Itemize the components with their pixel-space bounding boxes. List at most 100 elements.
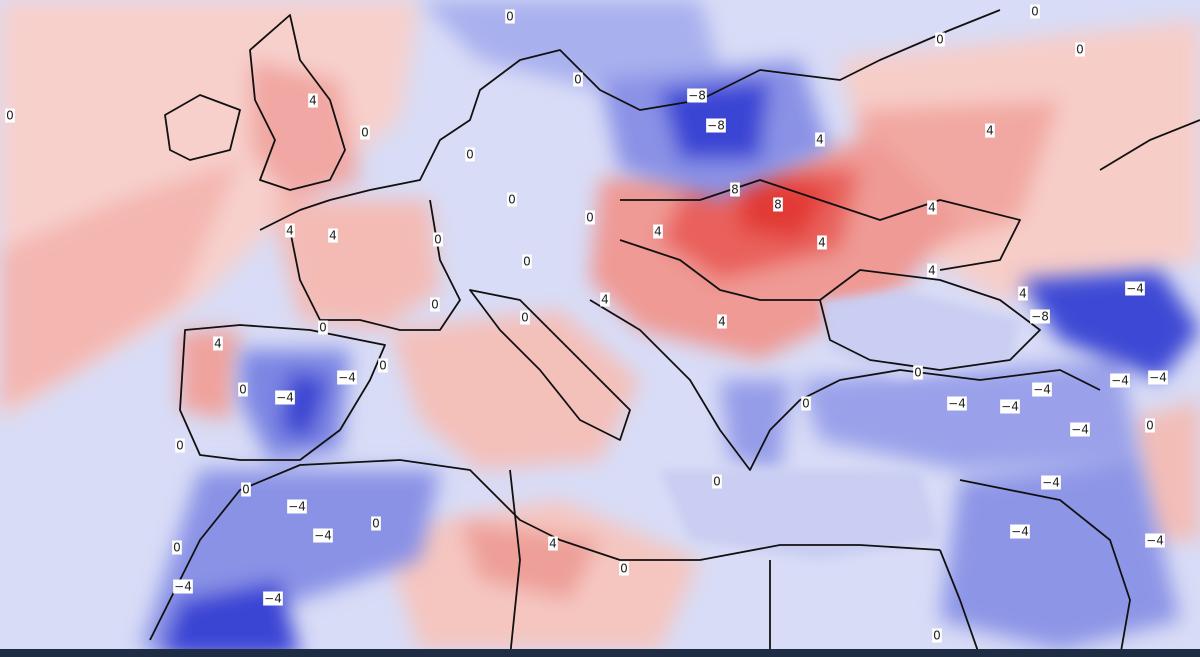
contour-label: 4 [986, 124, 994, 138]
label-background [318, 320, 328, 335]
contour-label: 0 [936, 33, 944, 47]
contour-label: 0 [713, 475, 721, 489]
contour-label: 4 [928, 264, 936, 278]
label-background [817, 235, 827, 250]
label-background [313, 528, 333, 543]
contour-label: −4 [174, 580, 192, 594]
label-background [328, 228, 338, 243]
contour-label: 4 [286, 224, 294, 238]
label-background [1041, 475, 1061, 490]
seas [660, 290, 1020, 560]
label-background [238, 382, 248, 397]
contour-label: 0 [431, 298, 439, 312]
label-background [173, 579, 193, 594]
contour-label: −4 [1146, 534, 1164, 548]
contour-label: 4 [1019, 287, 1027, 301]
contour-label: 4 [928, 201, 936, 215]
contour-label: −4 [1011, 525, 1029, 539]
contour-label: 0 [372, 517, 380, 531]
contour-label: −4 [314, 529, 332, 543]
label-background [465, 147, 475, 162]
label-background [175, 438, 185, 453]
label-background [600, 292, 610, 307]
contour-label: −4 [276, 391, 294, 405]
contour-label: 0 [508, 193, 516, 207]
contour-label: −4 [1126, 282, 1144, 296]
label-background [1030, 309, 1050, 324]
label-background [430, 297, 440, 312]
contour-label: 8 [774, 198, 782, 212]
contour-label: −8 [707, 119, 725, 133]
label-background [5, 108, 15, 123]
contour-label: 4 [816, 133, 824, 147]
contour-label: 4 [818, 236, 826, 250]
contour-label: 4 [718, 315, 726, 329]
contour-label: −4 [1071, 423, 1089, 437]
contour-label: 0 [506, 10, 514, 24]
label-background [520, 310, 530, 325]
label-background [1032, 382, 1052, 397]
contour-label: 0 [173, 541, 181, 555]
label-background [801, 396, 811, 411]
contour-label: 0 [242, 483, 250, 497]
label-background [1070, 422, 1090, 437]
contour-label: 0 [239, 383, 247, 397]
label-background [927, 263, 937, 278]
label-background [505, 9, 515, 24]
contour-label: −4 [1001, 400, 1019, 414]
contour-label: −4 [1111, 374, 1129, 388]
contour-label: 0 [574, 73, 582, 87]
contour-label: 0 [1146, 419, 1154, 433]
contour-label: 0 [586, 211, 594, 225]
label-background [433, 232, 443, 247]
contour-label: −4 [1033, 383, 1051, 397]
label-background [1075, 42, 1085, 57]
bottom-bar [0, 649, 1200, 657]
contour-label: 0 [379, 359, 387, 373]
label-background [360, 125, 370, 140]
label-background [815, 132, 825, 147]
label-background [935, 32, 945, 47]
label-background [507, 192, 517, 207]
label-background [773, 197, 783, 212]
contour-label: −4 [264, 592, 282, 606]
label-background [241, 482, 251, 497]
label-background [712, 474, 722, 489]
contour-label: 0 [6, 109, 14, 123]
label-background [522, 254, 532, 269]
contour-labels: 0 4 0 0 0 4 4 0 0 0 0 0 4 4 0 8 8 4 −8 −8 4 4 4 4 4 4 −4 −8 0 0 0 0 0 4 0 −… [5, 4, 1168, 643]
label-background [730, 182, 740, 197]
label-background [275, 390, 295, 405]
label-background [337, 370, 357, 385]
label-background [706, 118, 726, 133]
label-background [1145, 533, 1165, 548]
label-background [308, 93, 318, 108]
label-background [285, 223, 295, 238]
contour-label: −4 [288, 500, 306, 514]
contour-label: −4 [948, 397, 966, 411]
label-background [985, 123, 995, 138]
contour-label: 0 [361, 126, 369, 140]
contour-label: 0 [1076, 43, 1084, 57]
contour-label: 0 [914, 366, 922, 380]
label-background [1145, 418, 1155, 433]
contour-label: 0 [1031, 5, 1039, 19]
contour-label: 0 [521, 311, 529, 325]
label-background [548, 536, 558, 551]
label-background [1000, 399, 1020, 414]
label-background [378, 358, 388, 373]
contour-label: 0 [319, 321, 327, 335]
label-background [287, 499, 307, 514]
label-background [213, 336, 223, 351]
contour-label: 0 [620, 562, 628, 576]
contour-label: −4 [338, 371, 356, 385]
label-background [947, 396, 967, 411]
contour-label: 0 [434, 233, 442, 247]
label-background [1030, 4, 1040, 19]
contour-label: 8 [731, 183, 739, 197]
label-background [1110, 373, 1130, 388]
contour-label: 4 [549, 537, 557, 551]
label-background [263, 591, 283, 606]
label-background [1148, 370, 1168, 385]
